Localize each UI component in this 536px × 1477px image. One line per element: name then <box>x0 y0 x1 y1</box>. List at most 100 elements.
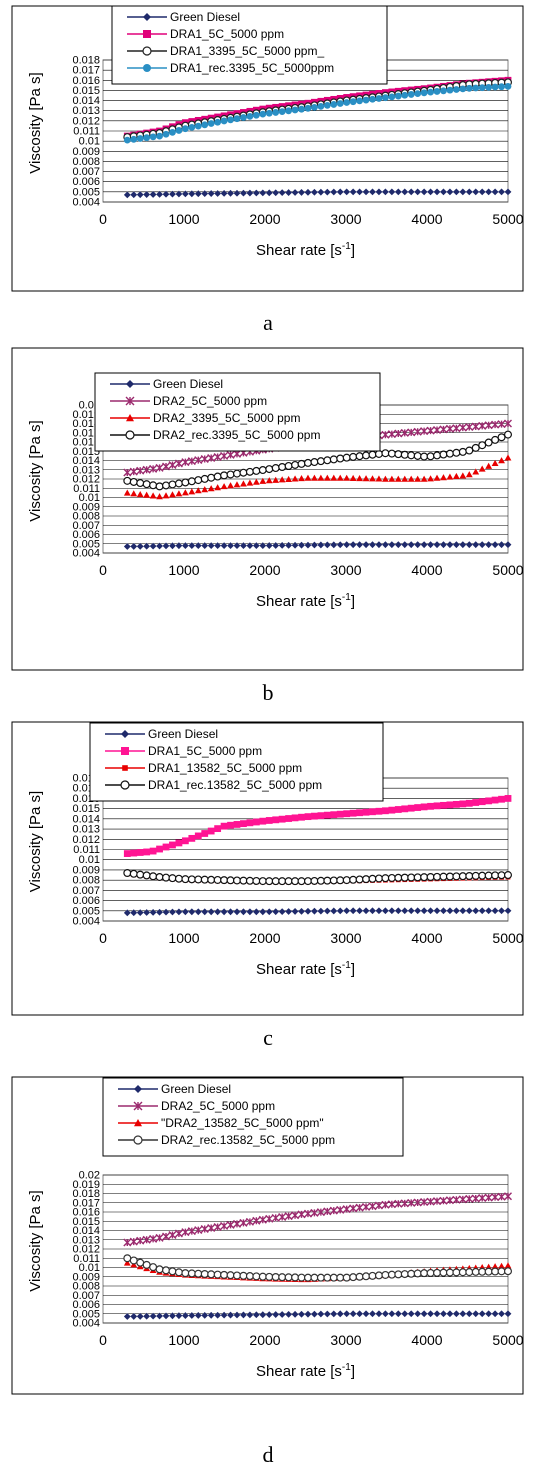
series-0 <box>123 907 512 917</box>
data-point <box>369 808 376 816</box>
data-point <box>265 109 273 117</box>
data-point <box>336 1310 344 1318</box>
data-point <box>187 477 196 486</box>
data-point <box>226 876 235 885</box>
data-point <box>246 189 254 197</box>
data-point <box>136 542 144 550</box>
data-point <box>440 188 447 196</box>
data-point <box>374 1201 383 1210</box>
data-point <box>420 1198 429 1207</box>
data-point <box>471 422 480 431</box>
panel-caption: c <box>263 1025 273 1050</box>
data-point <box>445 424 454 433</box>
y-tick-label: 0.009 <box>72 1271 100 1283</box>
data-point <box>214 190 222 197</box>
data-point <box>278 108 286 116</box>
data-point <box>169 491 176 498</box>
data-point <box>471 443 480 452</box>
data-point <box>188 488 196 495</box>
data-point <box>291 541 299 549</box>
data-point <box>387 449 396 458</box>
data-point <box>169 542 176 550</box>
chart-panel-a: 0.0040.0050.0060.0070.0080.0090.010.0110… <box>11 5 524 335</box>
data-point <box>252 111 260 119</box>
y-tick-label: 0.017 <box>72 65 100 77</box>
data-point <box>136 135 144 142</box>
data-point <box>504 1192 512 1201</box>
data-point <box>201 830 209 837</box>
data-point <box>420 188 428 196</box>
data-point <box>388 1310 396 1318</box>
data-point <box>226 1271 235 1280</box>
data-point <box>465 1310 473 1318</box>
data-point <box>252 542 260 549</box>
data-point <box>278 542 286 549</box>
data-point <box>233 481 241 488</box>
data-point <box>414 188 422 196</box>
data-point <box>162 542 170 550</box>
data-point <box>452 1195 461 1204</box>
data-point <box>246 908 254 916</box>
y-axis-title: Viscosity [Pa s] <box>27 72 44 173</box>
data-point <box>265 1214 274 1223</box>
data-point <box>369 95 376 103</box>
data-point <box>272 109 280 116</box>
data-point <box>265 477 273 484</box>
y-tick-label: 0.012 <box>72 115 100 127</box>
data-point <box>458 423 467 432</box>
x-tick-label: 1000 <box>168 562 199 578</box>
data-point <box>478 907 486 915</box>
data-point <box>394 541 402 549</box>
data-point <box>329 1273 338 1282</box>
data-point <box>491 907 499 915</box>
data-point <box>407 451 416 460</box>
y-tick-label: 0.015 <box>72 85 100 97</box>
data-point <box>188 1312 196 1319</box>
data-point <box>246 479 254 486</box>
data-point <box>401 1310 409 1318</box>
x-tick-label: 3000 <box>330 211 361 227</box>
data-point <box>272 1311 280 1318</box>
data-point <box>498 83 505 91</box>
legend-label: DRA1_rec.3395_5C_5000ppm <box>170 61 334 75</box>
data-point <box>285 107 293 115</box>
data-point <box>484 421 493 430</box>
data-point <box>439 425 448 434</box>
data-point <box>272 542 280 549</box>
legend-label: DRA2_rec.13582_5C_5000 ppm <box>161 1133 335 1147</box>
data-point <box>220 471 229 480</box>
data-point <box>188 834 196 842</box>
data-point <box>149 847 157 855</box>
data-point <box>478 1267 487 1276</box>
x-axis-title: Shear rate [s-1] <box>256 592 355 610</box>
data-point <box>130 191 138 199</box>
data-point <box>440 1310 447 1318</box>
data-point <box>233 542 241 549</box>
data-point <box>382 907 389 915</box>
data-point <box>181 1312 189 1319</box>
data-point <box>181 1269 190 1278</box>
data-point <box>187 457 196 466</box>
data-point <box>407 428 416 437</box>
data-point <box>369 475 376 482</box>
data-point <box>201 190 209 198</box>
data-point <box>291 908 299 915</box>
data-point <box>213 1222 222 1231</box>
y-tick-label: 0.01 <box>79 492 100 504</box>
data-point <box>394 429 403 438</box>
y-tick-label: 0.01 <box>79 1262 100 1274</box>
data-point <box>123 468 132 477</box>
data-point <box>458 1195 467 1204</box>
data-point <box>356 474 363 482</box>
data-point <box>168 1267 177 1276</box>
data-point <box>445 872 454 881</box>
data-point <box>387 430 396 439</box>
data-point <box>446 1310 454 1318</box>
data-point <box>427 802 434 810</box>
data-point <box>342 453 351 462</box>
data-point <box>285 475 293 482</box>
data-point <box>420 873 429 882</box>
data-point <box>155 873 164 882</box>
data-point <box>240 542 247 549</box>
data-point <box>169 841 176 849</box>
